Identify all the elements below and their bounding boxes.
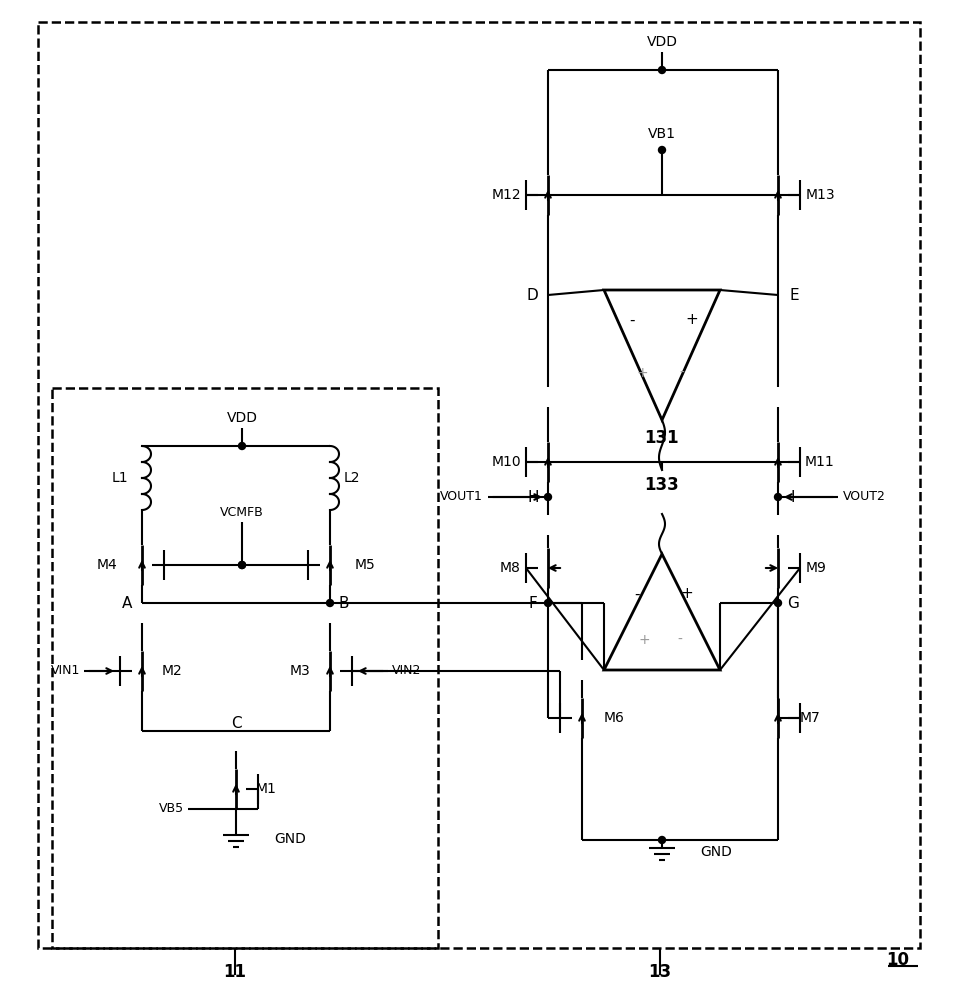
- Text: VB1: VB1: [647, 127, 676, 141]
- Text: M6: M6: [603, 711, 624, 725]
- Text: 11: 11: [223, 963, 246, 981]
- Text: M4: M4: [96, 558, 117, 572]
- Text: M3: M3: [290, 664, 310, 678]
- Text: -: -: [679, 366, 683, 380]
- Text: VCMFB: VCMFB: [220, 506, 264, 518]
- Circle shape: [658, 66, 665, 74]
- Text: VB5: VB5: [159, 802, 184, 816]
- Text: H: H: [527, 489, 538, 504]
- Text: D: D: [525, 288, 537, 302]
- Text: VIN2: VIN2: [392, 664, 421, 678]
- Text: M10: M10: [491, 455, 520, 469]
- Text: M8: M8: [499, 561, 520, 575]
- Text: +: +: [685, 312, 698, 328]
- Text: L2: L2: [343, 471, 360, 485]
- Circle shape: [238, 562, 245, 568]
- Text: 13: 13: [648, 963, 671, 981]
- Text: +: +: [636, 366, 647, 380]
- Circle shape: [238, 442, 245, 450]
- Text: -: -: [677, 633, 681, 647]
- Text: VDD: VDD: [646, 35, 677, 49]
- Text: VDD: VDD: [226, 411, 257, 425]
- Text: 10: 10: [885, 951, 908, 969]
- Circle shape: [774, 493, 781, 500]
- Text: VIN1: VIN1: [51, 664, 80, 678]
- Text: GND: GND: [274, 832, 306, 846]
- Circle shape: [658, 836, 665, 844]
- Text: M1: M1: [255, 782, 276, 796]
- Circle shape: [544, 493, 551, 500]
- Text: M2: M2: [161, 664, 182, 678]
- Circle shape: [544, 599, 551, 606]
- Text: M11: M11: [804, 455, 834, 469]
- Circle shape: [326, 599, 334, 606]
- Text: F: F: [528, 595, 537, 610]
- Text: M7: M7: [799, 711, 820, 725]
- Text: M5: M5: [355, 558, 375, 572]
- Text: G: G: [786, 595, 798, 610]
- Text: E: E: [788, 288, 798, 302]
- Text: M12: M12: [491, 188, 520, 202]
- Text: A: A: [122, 595, 132, 610]
- Text: 131: 131: [644, 429, 679, 447]
- Text: VOUT1: VOUT1: [439, 490, 482, 504]
- Text: L1: L1: [112, 471, 128, 485]
- Text: GND: GND: [700, 845, 731, 859]
- Circle shape: [774, 599, 781, 606]
- Text: +: +: [638, 633, 649, 647]
- Text: 133: 133: [644, 476, 679, 494]
- Text: M9: M9: [804, 561, 825, 575]
- Circle shape: [658, 146, 665, 153]
- Text: -: -: [634, 586, 639, 601]
- Text: +: +: [679, 586, 693, 601]
- Circle shape: [238, 562, 245, 568]
- Text: -: -: [629, 312, 634, 328]
- Text: B: B: [338, 595, 349, 610]
- Text: I: I: [790, 489, 795, 504]
- Text: VOUT2: VOUT2: [842, 490, 885, 504]
- Text: M13: M13: [804, 188, 834, 202]
- Text: C: C: [231, 716, 241, 730]
